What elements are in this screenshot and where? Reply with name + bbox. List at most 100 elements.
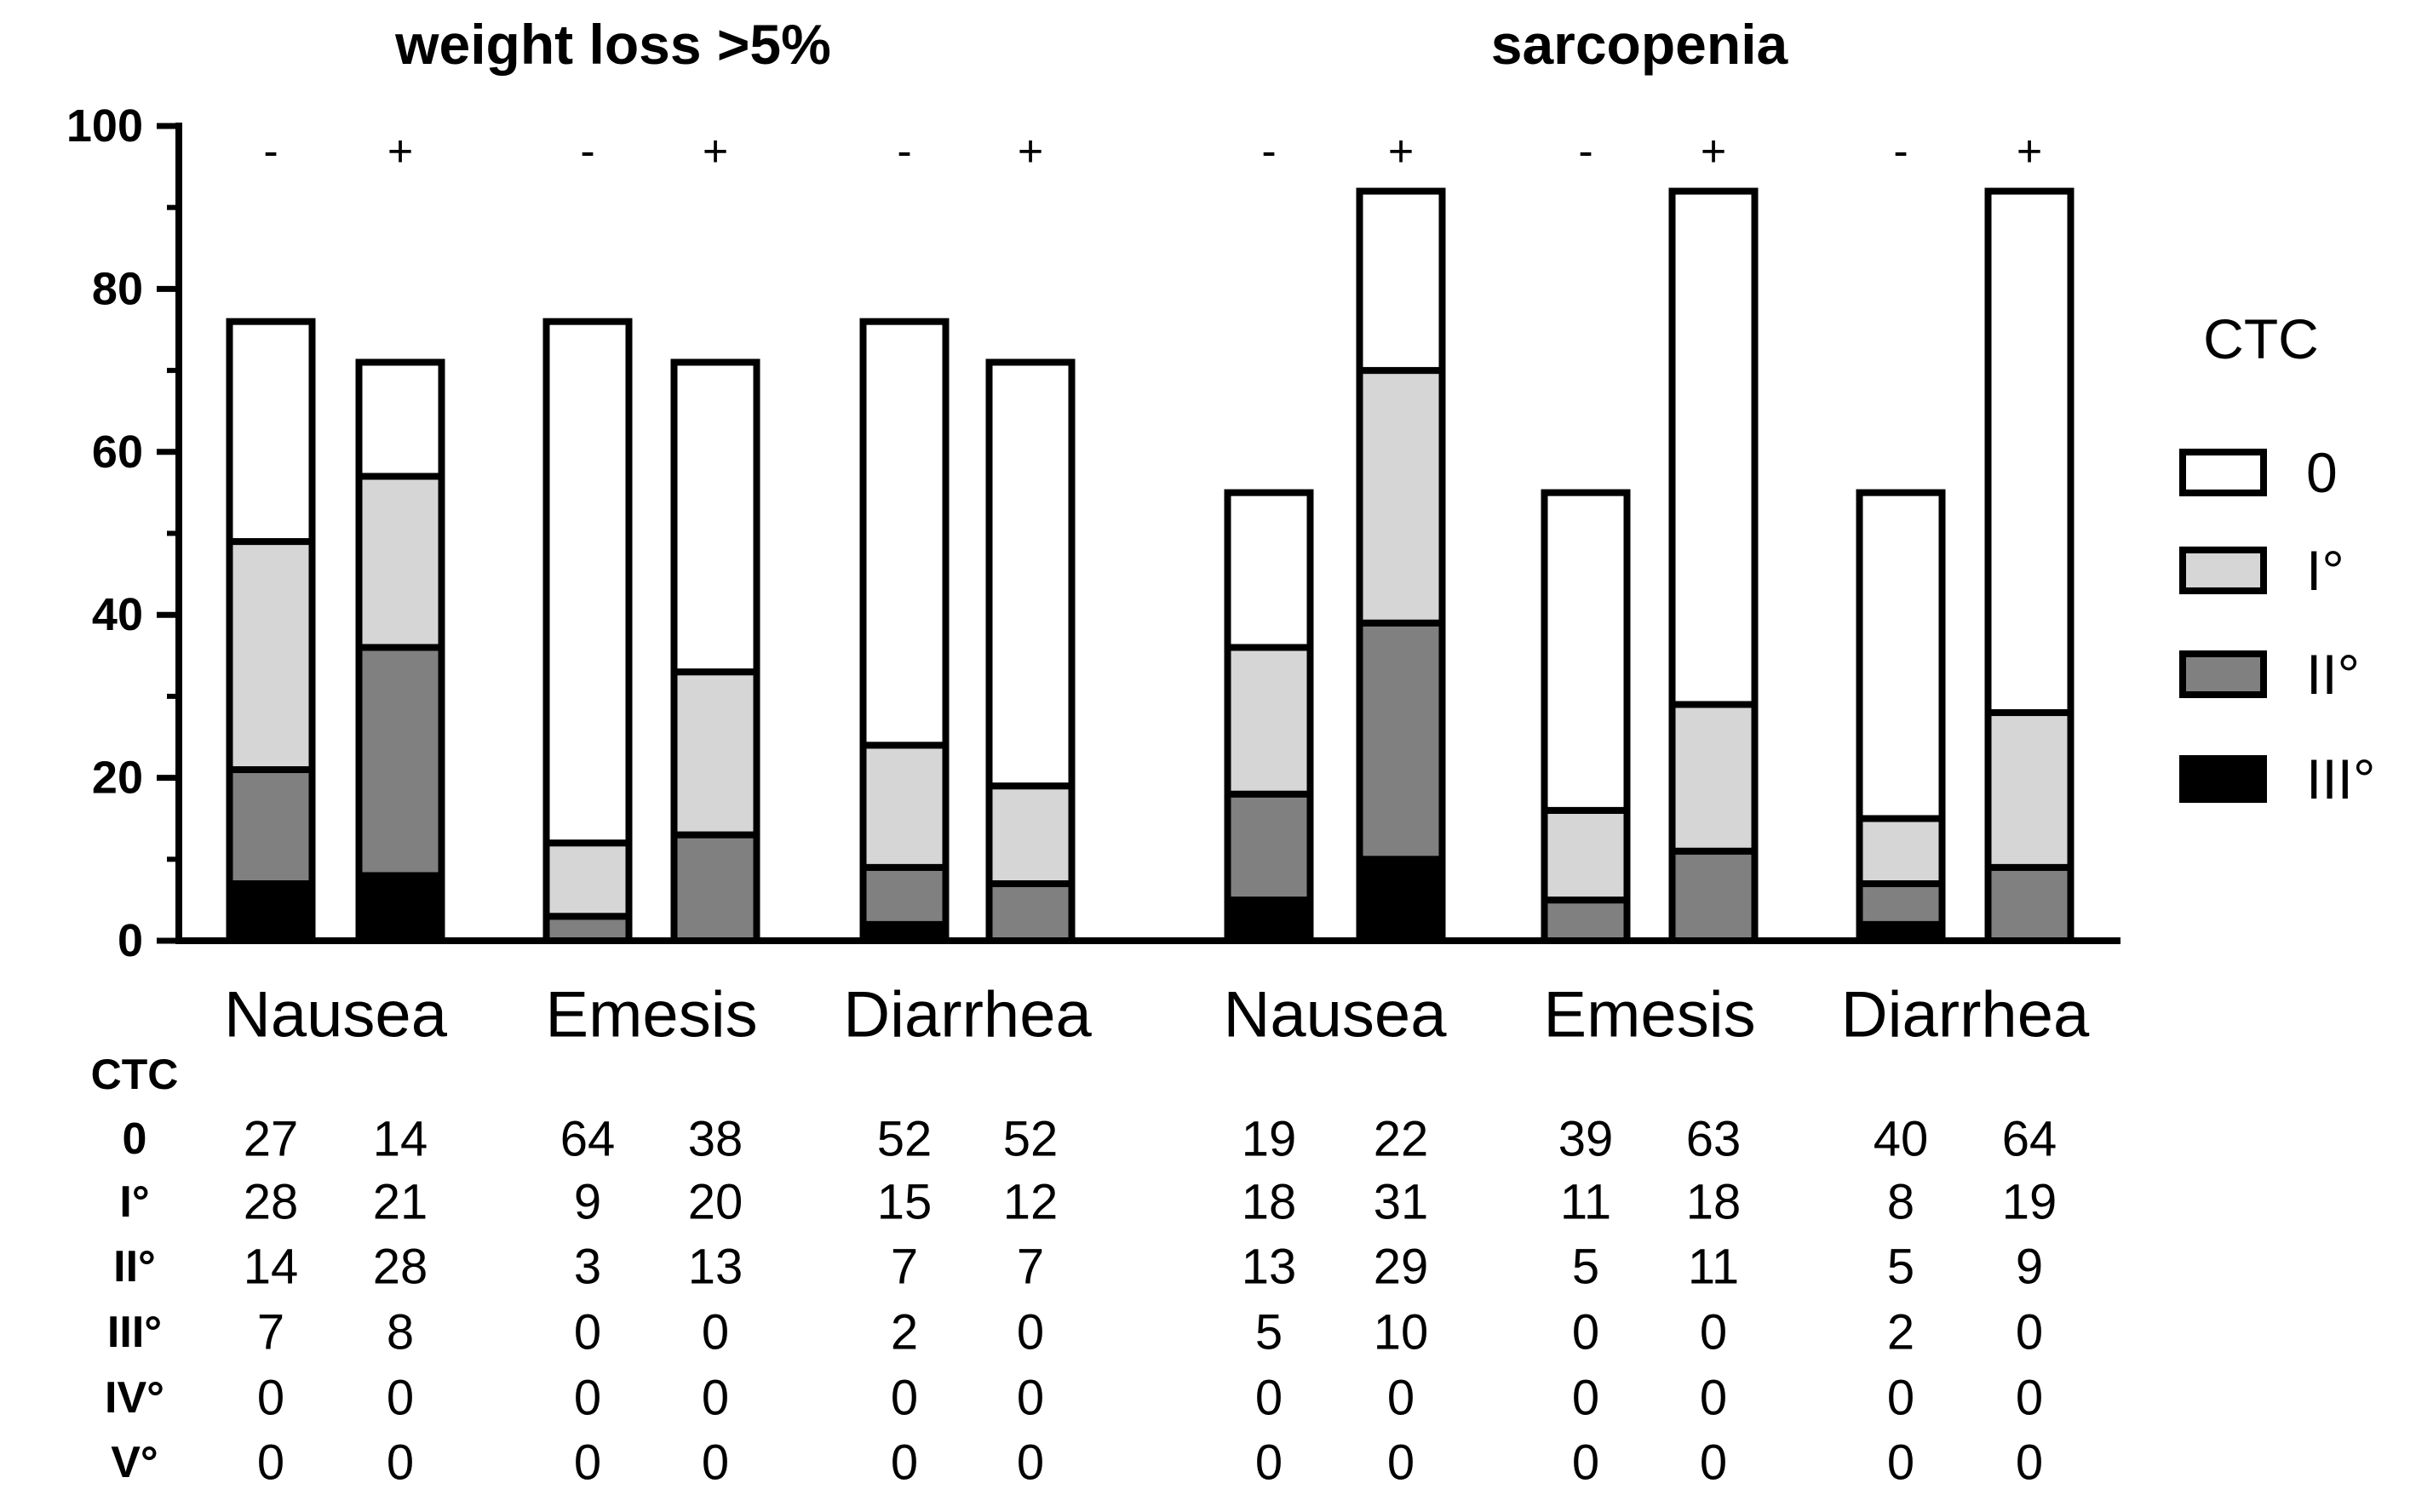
sign-label: + — [1388, 127, 1414, 176]
table-cell: 0 — [574, 1435, 601, 1491]
table-cell: 21 — [373, 1175, 428, 1230]
sign-label: + — [1018, 127, 1043, 176]
sign-label: - — [1261, 127, 1276, 176]
table-cell: 15 — [877, 1175, 933, 1230]
bar-segment — [1984, 187, 2075, 717]
table-cell: 18 — [1686, 1175, 1742, 1230]
table-cell: 11 — [1688, 1240, 1739, 1295]
table-cell: 10 — [1374, 1305, 1429, 1360]
bar-segment — [1984, 863, 2075, 944]
table-cell: 40 — [1874, 1112, 1929, 1167]
table-cell: 28 — [373, 1240, 428, 1295]
table-cell: 0 — [1017, 1305, 1044, 1360]
y-tick-label: 0 — [118, 915, 143, 966]
bar-segment — [1541, 489, 1631, 814]
legend-label: III° — [2306, 747, 2375, 810]
legend-label: 0 — [2306, 441, 2338, 504]
bar-segment — [355, 644, 445, 879]
legend-label: II° — [2306, 643, 2360, 706]
table-cell: 0 — [574, 1371, 601, 1426]
table-cell: 7 — [1017, 1240, 1044, 1295]
bar-segment — [1356, 619, 1446, 863]
sign-label: - — [1893, 127, 1908, 176]
y-tick-label: 20 — [92, 753, 143, 804]
table-cell: 11 — [1560, 1175, 1611, 1230]
table-cell: 0 — [1887, 1371, 1914, 1426]
bar-segment — [1224, 489, 1314, 651]
bar-segment — [1541, 806, 1631, 904]
legend-label: I° — [2306, 539, 2344, 602]
sign-label: + — [703, 127, 728, 176]
bar-segment — [226, 318, 316, 546]
table-cell: 0 — [2016, 1371, 2043, 1426]
table-cell: 22 — [1374, 1112, 1429, 1167]
table-cell: 0 — [1017, 1371, 1044, 1426]
y-tick-label: 40 — [92, 589, 143, 640]
table-cell: 0 — [387, 1435, 414, 1491]
table-cell: 2 — [1887, 1305, 1914, 1360]
sign-label: - — [580, 127, 594, 176]
y-tick-label: 60 — [92, 427, 143, 478]
table-cell: 0 — [1700, 1305, 1727, 1360]
y-tick-label: 80 — [92, 263, 143, 314]
table-cell: 29 — [1374, 1240, 1429, 1295]
table-cell: 0 — [1387, 1435, 1415, 1491]
legend-swatch — [2179, 650, 2267, 698]
table-cell: 8 — [1887, 1175, 1914, 1230]
table-row-label: III° — [107, 1308, 162, 1357]
category-label: Emesis — [545, 979, 757, 1051]
table-cell: 7 — [891, 1240, 918, 1295]
table-cell: 18 — [1242, 1175, 1297, 1230]
table-cell: 0 — [1255, 1371, 1283, 1426]
table-cell: 0 — [1700, 1435, 1727, 1491]
table-cell: 5 — [1572, 1240, 1599, 1295]
sign-label: - — [897, 127, 911, 176]
table-cell: 0 — [387, 1371, 414, 1426]
table-cell: 63 — [1686, 1112, 1742, 1167]
table-row-label: II° — [113, 1242, 156, 1292]
table-cell: 5 — [1255, 1305, 1283, 1360]
table-cell: 64 — [2002, 1112, 2057, 1167]
bar-segment — [226, 880, 316, 945]
bar-segment — [1856, 880, 1946, 928]
table-cell: 52 — [877, 1112, 933, 1167]
panel-title: weight loss >5% — [394, 13, 831, 76]
sign-label: - — [263, 127, 278, 176]
legend-swatch — [2179, 449, 2267, 496]
table-cell: 0 — [702, 1305, 729, 1360]
y-tick-label: 100 — [66, 100, 143, 152]
table-cell: 19 — [2002, 1175, 2057, 1230]
category-label: Emesis — [1543, 979, 1755, 1051]
table-cell: 14 — [373, 1112, 428, 1167]
table-cell: 0 — [1887, 1435, 1914, 1491]
table-cell: 0 — [1700, 1371, 1727, 1426]
table-cell: 0 — [1017, 1435, 1044, 1491]
bar-segment — [1668, 847, 1759, 944]
table-cell: 31 — [1374, 1175, 1429, 1230]
table-cell: 0 — [2016, 1305, 2043, 1360]
sign-label: - — [1578, 127, 1592, 176]
table-cell: 52 — [1003, 1112, 1059, 1167]
table-cell: 12 — [1003, 1175, 1059, 1230]
table-cell: 39 — [1558, 1112, 1614, 1167]
bar-segment — [670, 831, 760, 945]
table-cell: 9 — [574, 1175, 601, 1230]
table-cell: 0 — [1572, 1371, 1599, 1426]
table-cell: 14 — [244, 1240, 299, 1295]
table-cell: 7 — [257, 1305, 284, 1360]
table-header: CTC — [91, 1051, 179, 1098]
table-cell: 0 — [574, 1305, 601, 1360]
table-cell: 3 — [574, 1240, 601, 1295]
table-cell: 0 — [891, 1435, 918, 1491]
table-cell: 0 — [891, 1371, 918, 1426]
bar-segment — [670, 358, 760, 676]
bar-segment — [1668, 701, 1759, 855]
bar-segment — [859, 318, 950, 749]
table-row-label: IV° — [105, 1373, 164, 1423]
table-cell: 20 — [688, 1175, 743, 1230]
sign-label: + — [387, 127, 413, 176]
table-cell: 0 — [1255, 1435, 1283, 1491]
bar-segment — [1856, 815, 1946, 888]
sign-label: + — [2017, 127, 2042, 176]
